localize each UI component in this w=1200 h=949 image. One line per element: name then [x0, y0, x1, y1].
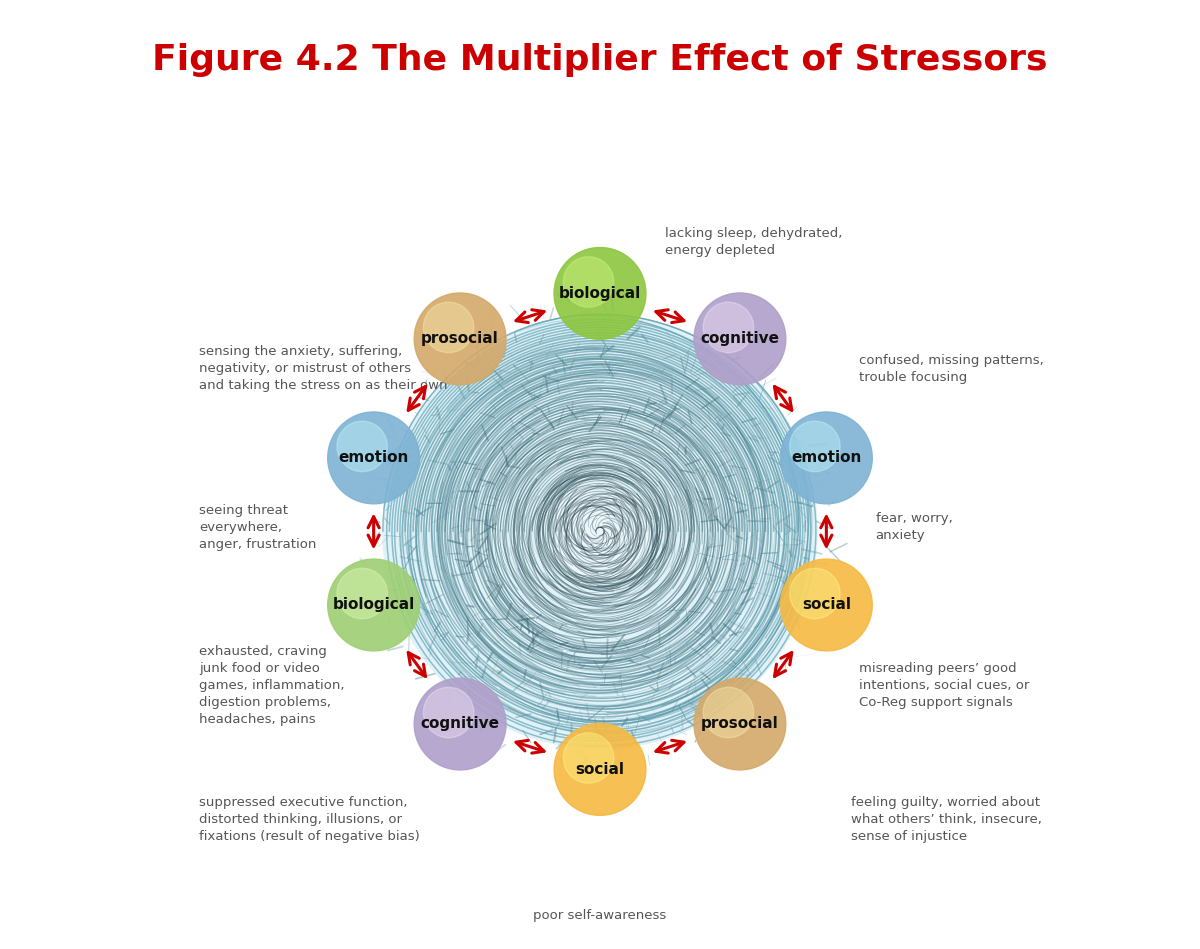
Circle shape	[424, 687, 474, 737]
Ellipse shape	[550, 481, 650, 582]
Circle shape	[780, 412, 872, 504]
Circle shape	[563, 256, 613, 307]
Text: confused, missing patterns,
trouble focusing: confused, missing patterns, trouble focu…	[859, 354, 1044, 383]
Text: lacking sleep, dehydrated,
energy depleted: lacking sleep, dehydrated, energy deplet…	[665, 227, 842, 256]
Text: biological: biological	[332, 598, 415, 612]
Circle shape	[780, 559, 872, 651]
Circle shape	[790, 421, 840, 472]
Circle shape	[337, 568, 388, 619]
Circle shape	[554, 723, 646, 815]
Text: prosocial: prosocial	[701, 716, 779, 732]
Text: poor self-awareness: poor self-awareness	[533, 909, 667, 921]
Text: prosocial: prosocial	[421, 331, 499, 346]
Text: cognitive: cognitive	[701, 331, 779, 346]
Text: misreading peers’ good
intentions, social cues, or
Co-Reg support signals: misreading peers’ good intentions, socia…	[859, 662, 1030, 710]
Circle shape	[703, 302, 754, 353]
Text: emotion: emotion	[791, 451, 862, 465]
Text: cognitive: cognitive	[421, 716, 499, 732]
Circle shape	[563, 733, 613, 783]
Text: Figure 4.2 The Multiplier Effect of Stressors: Figure 4.2 The Multiplier Effect of Stre…	[152, 43, 1048, 77]
Text: social: social	[802, 598, 851, 612]
Circle shape	[328, 559, 420, 651]
Circle shape	[790, 568, 840, 619]
Text: fear, worry,
anxiety: fear, worry, anxiety	[876, 512, 953, 542]
Text: emotion: emotion	[338, 451, 409, 465]
Circle shape	[694, 293, 786, 384]
Ellipse shape	[383, 314, 817, 749]
Circle shape	[694, 679, 786, 770]
Text: biological: biological	[559, 286, 641, 301]
Circle shape	[328, 412, 420, 504]
Circle shape	[414, 679, 506, 770]
Circle shape	[554, 248, 646, 340]
Text: suppressed executive function,
distorted thinking, illusions, or
fixations (resu: suppressed executive function, distorted…	[199, 796, 420, 843]
Circle shape	[337, 421, 388, 472]
Text: seeing threat
everywhere,
anger, frustration: seeing threat everywhere, anger, frustra…	[199, 504, 317, 550]
Text: exhausted, craving
junk food or video
games, inflammation,
digestion problems,
h: exhausted, craving junk food or video ga…	[199, 645, 344, 726]
Text: sensing the anxiety, suffering,
negativity, or mistrust of others
and taking the: sensing the anxiety, suffering, negativi…	[199, 345, 448, 392]
Circle shape	[414, 293, 506, 384]
Text: feeling guilty, worried about
what others’ think, insecure,
sense of injustice: feeling guilty, worried about what other…	[851, 796, 1042, 843]
Circle shape	[703, 687, 754, 737]
Text: social: social	[576, 762, 624, 777]
Circle shape	[424, 302, 474, 353]
